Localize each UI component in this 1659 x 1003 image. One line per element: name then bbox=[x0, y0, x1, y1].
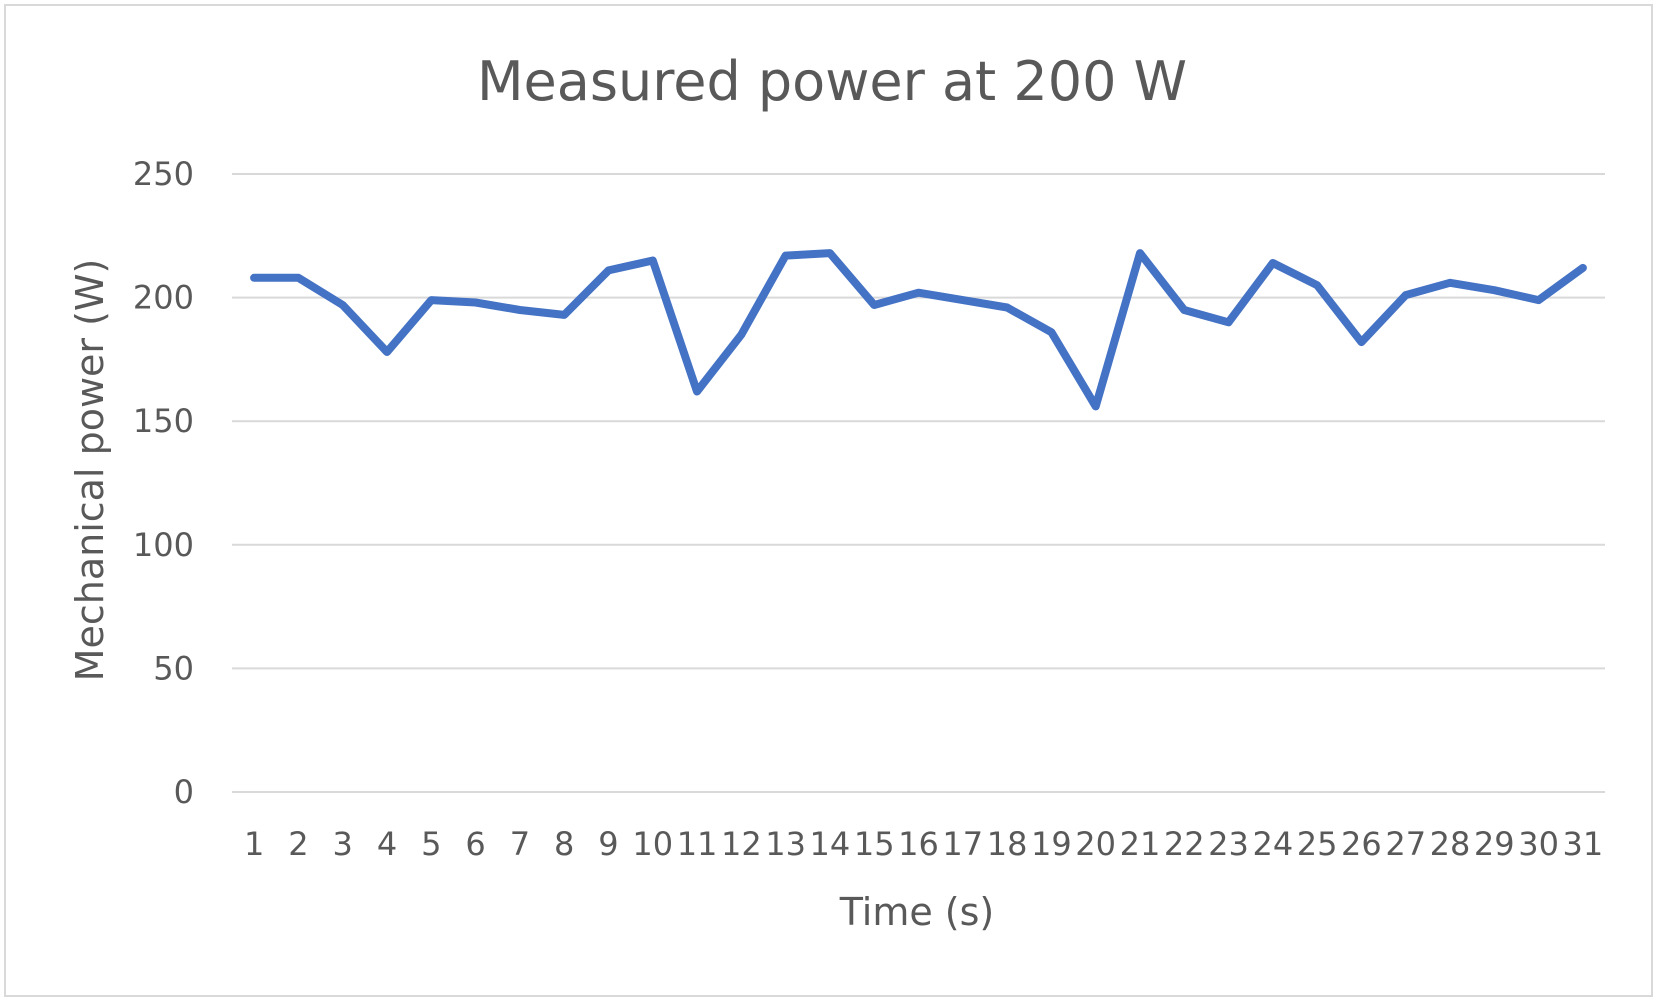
y-axis-title: Mechanical power (W) bbox=[68, 259, 112, 682]
data-point bbox=[428, 297, 435, 304]
data-point bbox=[384, 348, 391, 355]
x-axis-ticks: 1 2 3 4 5 6 7 8 9 10 11 12 13 14 15 16 17 18 19 20 21 22 23 24 2… bbox=[244, 825, 1603, 863]
data-point bbox=[1535, 297, 1542, 304]
x-tick-label: 2 bbox=[288, 825, 308, 863]
data-point bbox=[1092, 403, 1099, 410]
y-tick-label: 50 bbox=[153, 649, 194, 687]
data-point bbox=[516, 306, 523, 313]
data-point bbox=[1048, 329, 1055, 336]
x-tick-label: 29 bbox=[1474, 825, 1515, 863]
x-tick-label: 17 bbox=[942, 825, 983, 863]
x-tick-label: 20 bbox=[1075, 825, 1116, 863]
data-point bbox=[915, 289, 922, 296]
data-point bbox=[1314, 282, 1321, 289]
x-tick-label: 5 bbox=[421, 825, 441, 863]
data-point bbox=[1402, 292, 1409, 299]
x-tick-label: 24 bbox=[1252, 825, 1293, 863]
x-tick-label: 10 bbox=[632, 825, 673, 863]
y-tick-label: 200 bbox=[133, 279, 194, 317]
data-point bbox=[339, 302, 346, 309]
x-tick-label: 15 bbox=[854, 825, 895, 863]
data-point bbox=[1269, 259, 1276, 266]
data-point bbox=[472, 299, 479, 306]
x-tick-label: 1 bbox=[244, 825, 264, 863]
data-point bbox=[251, 274, 258, 281]
x-tick-label: 6 bbox=[465, 825, 485, 863]
series-layer bbox=[250, 249, 1587, 411]
x-tick-label: 28 bbox=[1430, 825, 1471, 863]
data-point bbox=[1491, 287, 1498, 294]
x-tick-label: 19 bbox=[1031, 825, 1072, 863]
data-point bbox=[1225, 319, 1232, 326]
data-point bbox=[694, 388, 701, 395]
x-tick-label: 25 bbox=[1297, 825, 1338, 863]
y-tick-label: 250 bbox=[133, 155, 194, 193]
data-point bbox=[738, 331, 745, 338]
x-tick-label: 21 bbox=[1120, 825, 1161, 863]
data-point bbox=[605, 267, 612, 274]
x-tick-label: 4 bbox=[377, 825, 397, 863]
x-tick-label: 26 bbox=[1341, 825, 1382, 863]
data-point bbox=[1446, 279, 1453, 286]
data-point bbox=[1181, 306, 1188, 313]
x-tick-label: 31 bbox=[1562, 825, 1603, 863]
x-tick-label: 13 bbox=[765, 825, 806, 863]
x-tick-label: 11 bbox=[677, 825, 718, 863]
series-line bbox=[250, 249, 1587, 411]
x-tick-label: 23 bbox=[1208, 825, 1249, 863]
x-tick-label: 18 bbox=[987, 825, 1028, 863]
data-point bbox=[826, 250, 833, 257]
x-tick-label: 7 bbox=[510, 825, 530, 863]
data-point bbox=[1004, 304, 1011, 311]
y-tick-label: 150 bbox=[133, 402, 194, 440]
x-tick-label: 27 bbox=[1385, 825, 1426, 863]
x-axis-title: Time (s) bbox=[839, 890, 995, 934]
x-tick-label: 12 bbox=[721, 825, 762, 863]
x-tick-label: 8 bbox=[554, 825, 574, 863]
data-point bbox=[649, 257, 656, 264]
x-tick-label: 3 bbox=[333, 825, 353, 863]
data-point bbox=[1579, 264, 1586, 271]
data-point bbox=[561, 311, 568, 318]
data-point bbox=[959, 297, 966, 304]
data-point bbox=[1136, 250, 1143, 257]
y-axis-ticks: 0 50 100 150 200 250 bbox=[133, 155, 194, 811]
chart-title: Measured power at 200 W bbox=[477, 50, 1187, 113]
chart-frame bbox=[4, 4, 1653, 997]
x-tick-label: 16 bbox=[898, 825, 939, 863]
data-point bbox=[782, 252, 789, 259]
x-tick-label: 14 bbox=[810, 825, 851, 863]
x-tick-label: 30 bbox=[1518, 825, 1559, 863]
data-point bbox=[871, 302, 878, 309]
x-tick-label: 22 bbox=[1164, 825, 1205, 863]
y-tick-label: 0 bbox=[174, 773, 194, 811]
gridlines bbox=[232, 173, 1605, 793]
x-tick-label: 9 bbox=[598, 825, 618, 863]
y-tick-label: 100 bbox=[133, 526, 194, 564]
data-point bbox=[295, 274, 302, 281]
data-point bbox=[1358, 339, 1365, 346]
